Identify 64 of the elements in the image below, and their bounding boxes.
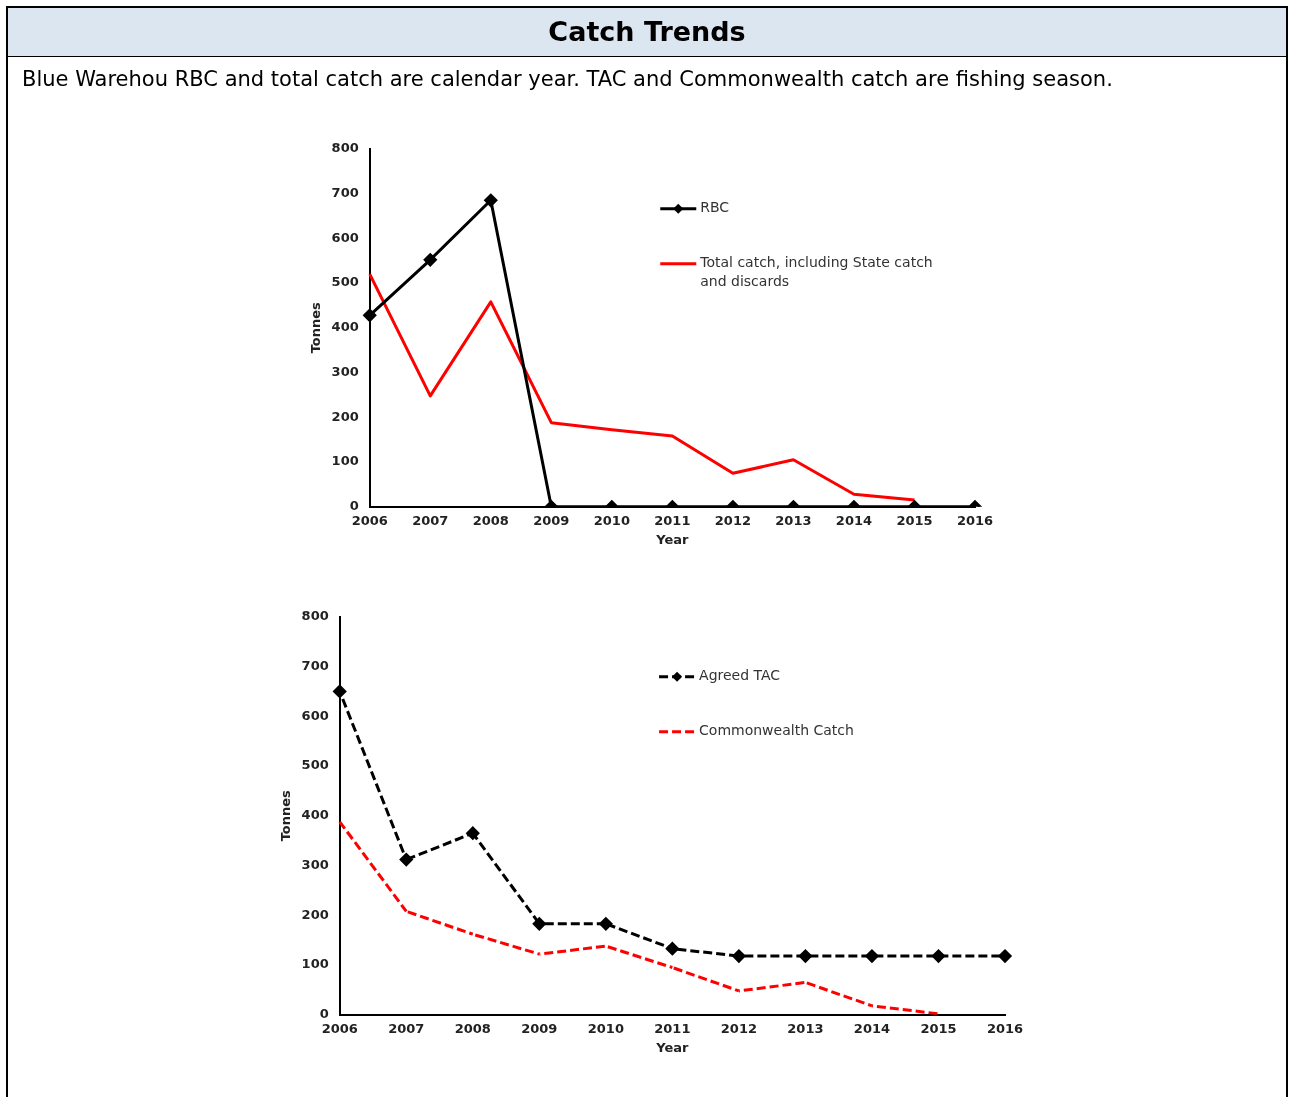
y-tick-label: 400	[301, 807, 329, 823]
x-tick-label: 2015	[920, 1020, 957, 1036]
x-tick-label: 2006	[321, 1020, 358, 1036]
x-axis-title: Year	[655, 531, 690, 547]
x-tick-label: 2015	[896, 512, 933, 528]
point	[798, 949, 812, 963]
x-tick-label: 2007	[412, 512, 449, 528]
point	[333, 684, 347, 698]
x-tick-label: 2014	[853, 1020, 891, 1036]
y-tick-label: 400	[331, 319, 359, 335]
point	[466, 826, 480, 840]
x-tick-label: 2007	[388, 1020, 425, 1036]
y-tick-label: 100	[331, 453, 359, 469]
y-tick-label: 200	[331, 408, 359, 424]
point	[865, 949, 879, 963]
y-axis-title: Tonnes	[278, 789, 294, 842]
point	[732, 949, 746, 963]
point	[665, 942, 679, 956]
y-tick-label: 800	[331, 140, 359, 156]
y-tick-label: 500	[301, 757, 329, 773]
y-tick-label: 500	[331, 274, 359, 290]
point	[484, 193, 498, 207]
x-tick-label: 2016	[956, 512, 994, 528]
chart-title: Catch Trends	[8, 8, 1286, 57]
x-tick-label: 2013	[775, 512, 812, 528]
y-tick-label: 200	[301, 906, 329, 922]
x-tick-label: 2011	[654, 1020, 691, 1036]
legend-label: Total catch, including State catch and discards	[699, 254, 933, 290]
x-tick-label: 2010	[593, 512, 630, 528]
x-tick-label: 2014	[835, 512, 873, 528]
x-tick-label: 2012	[714, 512, 751, 528]
x-tick-label: 2008	[454, 1020, 491, 1036]
point	[423, 253, 437, 267]
y-tick-label: 0	[349, 498, 359, 514]
y-tick-label: 600	[301, 707, 329, 723]
y-tick-label: 300	[331, 363, 359, 379]
x-tick-label: 2010	[587, 1020, 624, 1036]
x-tick-label: 2006	[351, 512, 388, 528]
y-tick-label: 700	[301, 657, 329, 673]
point	[998, 949, 1012, 963]
x-tick-label: 2011	[654, 512, 691, 528]
point	[599, 917, 613, 931]
point	[931, 949, 945, 963]
chart-subtitle: Blue Warehou RBC and total catch are calendar year. TAC and Commonwealth catch are fishing season.	[21, 66, 1114, 93]
x-tick-label: 2012	[720, 1020, 757, 1036]
x-tick-label: 2016	[986, 1020, 1024, 1036]
legend-label: Commonwealth Catch	[699, 722, 854, 739]
legend-label: Agreed TAC	[699, 667, 781, 684]
legend-label: RBC	[700, 199, 730, 216]
x-tick-label: 2009	[533, 512, 570, 528]
x-axis-title: Year	[655, 1039, 690, 1055]
y-axis-title: Tonnes	[308, 301, 324, 354]
point	[532, 917, 546, 931]
y-tick-label: 800	[301, 608, 329, 624]
point	[399, 853, 413, 867]
x-tick-label: 2009	[521, 1020, 558, 1036]
x-tick-label: 2013	[787, 1020, 824, 1036]
y-tick-label: 100	[301, 956, 329, 972]
y-tick-label: 0	[319, 1006, 329, 1022]
y-tick-label: 600	[331, 229, 359, 245]
point	[363, 308, 377, 322]
y-tick-label: 700	[331, 184, 359, 200]
y-tick-label: 300	[301, 856, 329, 872]
x-tick-label: 2008	[472, 512, 509, 528]
